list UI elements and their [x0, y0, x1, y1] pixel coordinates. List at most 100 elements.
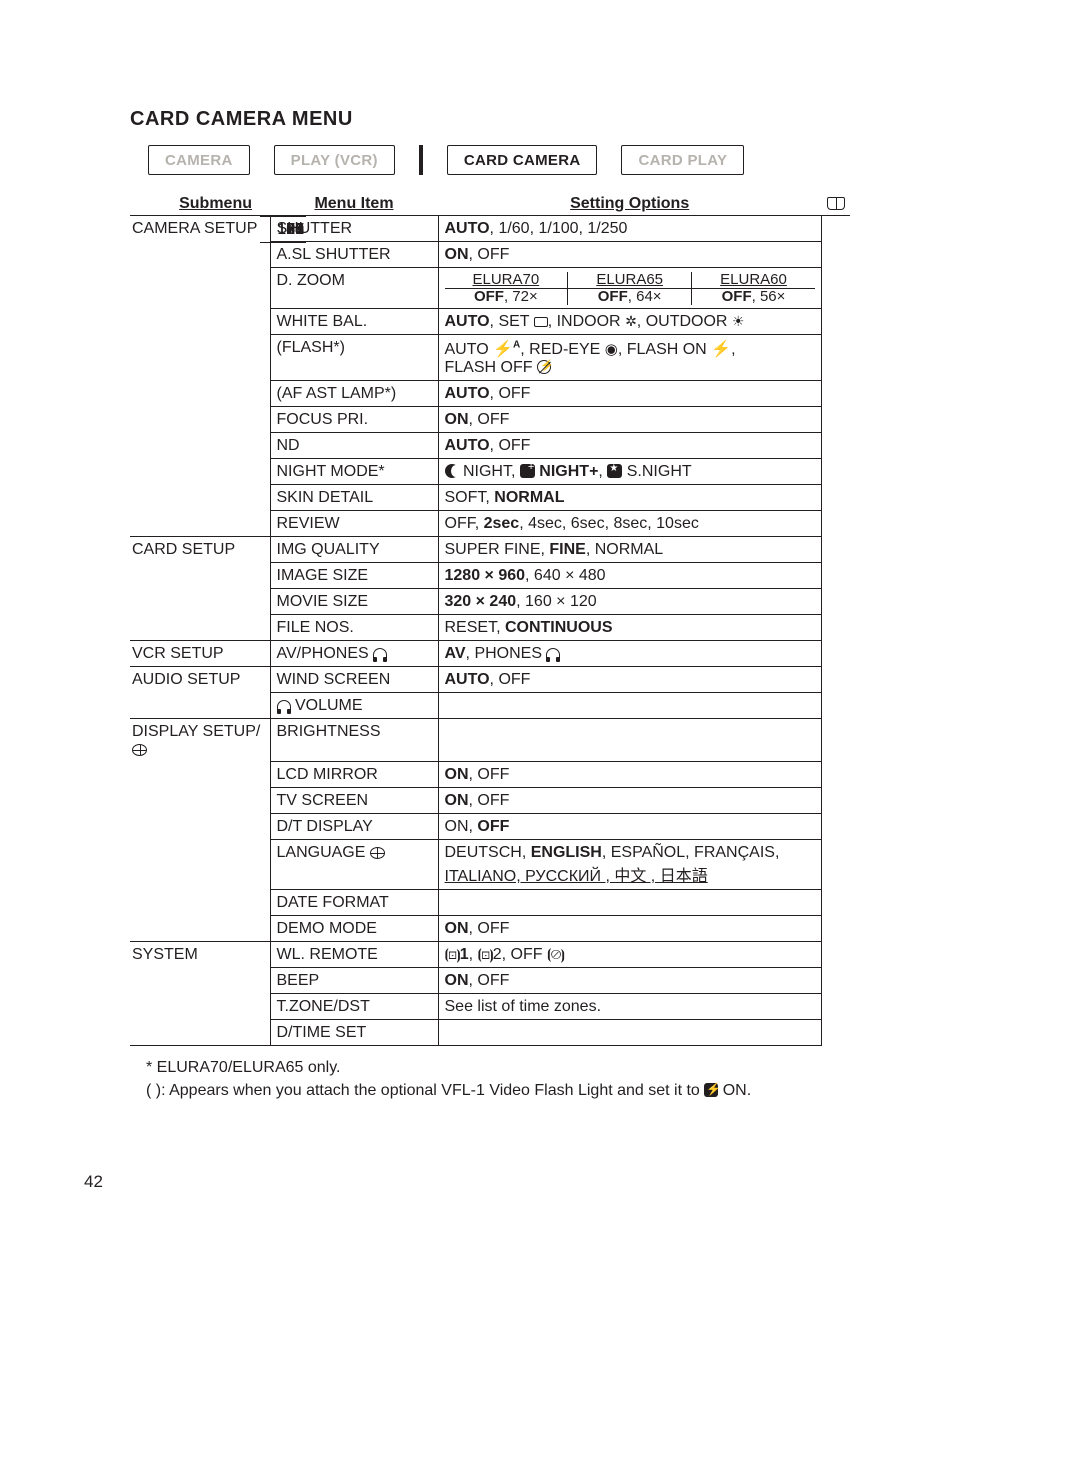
- col-submenu: Submenu: [130, 193, 270, 216]
- tab-card-camera: CARD CAMERA: [447, 145, 598, 175]
- menu-item-cell: MOVIE SIZE: [270, 588, 438, 614]
- table-row: DATE FORMAT76: [130, 890, 850, 916]
- submenu-cell: [130, 510, 270, 536]
- options-cell: ⦗⊡⦘1, ⦗⊡⦘2, OFF ⦗⊘⦘: [438, 942, 821, 968]
- menu-item-cell: BEEP: [270, 968, 438, 994]
- menu-item-cell: WL. REMOTE: [270, 942, 438, 968]
- zoom-model: ELURA70: [445, 272, 568, 288]
- table-row: WHITE BAL.AUTO, SET , INDOOR ✲, OUTDOOR …: [130, 308, 850, 334]
- headphones-icon: [373, 648, 387, 659]
- remote-icon: ⦗⊡⦘: [445, 946, 460, 963]
- table-row: FILE NOS.RESET, CONTINUOUS95: [130, 614, 850, 640]
- submenu-cell: VCR SETUP: [130, 640, 270, 666]
- submenu-cell: [130, 458, 270, 484]
- menu-item-cell: LANGUAGE: [270, 840, 438, 890]
- options-cell: AUTO, OFF: [438, 666, 821, 692]
- options-cell: ELURA70ELURA65ELURA60OFF, 72×OFF, 64×OFF…: [438, 268, 821, 309]
- options-cell: ON, OFF: [438, 968, 821, 994]
- table-row: NDAUTO, OFF97: [130, 432, 850, 458]
- submenu-cell: DISPLAY SETUP/: [130, 718, 270, 762]
- menu-item-cell: A.SL SHUTTER: [270, 242, 438, 268]
- table-row: DISPLAY SETUP/BRIGHTNESS26: [130, 718, 850, 762]
- submenu-cell: [130, 968, 270, 994]
- options-cell: AV, PHONES: [438, 640, 821, 666]
- submenu-cell: [130, 242, 270, 268]
- table-row: A.SL SHUTTERON, OFF57: [130, 242, 850, 268]
- flash-auto-icon: ⚡A: [493, 341, 520, 358]
- submenu-cell: [130, 692, 270, 718]
- submenu-cell: [130, 994, 270, 1020]
- language-icon: [370, 847, 385, 859]
- book-icon: [827, 197, 845, 210]
- menu-item-cell: SKIN DETAIL: [270, 484, 438, 510]
- menu-item-cell: (FLASH*): [270, 334, 438, 380]
- menu-item-cell: WIND SCREEN: [270, 666, 438, 692]
- menu-item-cell: D. ZOOM: [270, 268, 438, 309]
- options-cell: AUTO ⚡A, RED-EYE ◉, FLASH ON ⚡,FLASH OFF…: [438, 334, 821, 380]
- submenu-cell: [130, 484, 270, 510]
- page-ref-cell: 21: [260, 216, 306, 243]
- tab-play-vcr: PLAY (VCR): [274, 145, 395, 175]
- table-row: CARD SETUPIMG QUALITYSUPER FINE, FINE, N…: [130, 536, 850, 562]
- night-icon: [445, 464, 459, 478]
- footnote-paren: ( ): Appears when you attach the optiona…: [146, 1079, 850, 1102]
- options-cell: RESET, CONTINUOUS: [438, 614, 821, 640]
- options-cell: SUPER FINE, FINE, NORMAL: [438, 536, 821, 562]
- menu-item-cell: BRIGHTNESS: [270, 718, 438, 762]
- flash-off-icon: ⚡: [537, 360, 551, 374]
- table-row: LCD MIRRORON, OFF25: [130, 762, 850, 788]
- table-row: D/T DISPLAYON, OFF23: [130, 814, 850, 840]
- submenu-cell: [130, 406, 270, 432]
- options-cell: [438, 890, 821, 916]
- submenu-cell: [130, 1020, 270, 1046]
- submenu-cell: AUDIO SETUP: [130, 666, 270, 692]
- footnote-paren-prefix: ( ): Appears when you attach the optiona…: [146, 1082, 704, 1099]
- menu-item-cell: DEMO MODE: [270, 916, 438, 942]
- submenu-cell: [130, 380, 270, 406]
- remote-icon: ⦗⊡⦘: [478, 946, 493, 963]
- options-cell: ON, OFF: [438, 242, 821, 268]
- options-cell: AUTO, 1/60, 1/100, 1/250: [438, 216, 821, 242]
- table-row: SYSTEMWL. REMOTE⦗⊡⦘1, ⦗⊡⦘2, OFF ⦗⊘⦘77: [130, 942, 850, 968]
- table-row: AUDIO SETUPWIND SCREENAUTO, OFF60: [130, 666, 850, 692]
- menu-item-cell: FOCUS PRI.: [270, 406, 438, 432]
- submenu-cell: [130, 614, 270, 640]
- indoor-icon: ✲: [625, 313, 637, 329]
- table-row: (FLASH*)AUTO ⚡A, RED-EYE ◉, FLASH ON ⚡,F…: [130, 334, 850, 380]
- night-plus-icon: [520, 464, 535, 478]
- table-row: REVIEWOFF, 2sec, 4sec, 6sec, 8sec, 10sec…: [130, 510, 850, 536]
- zoom-value: OFF, 64×: [568, 288, 692, 304]
- submenu-cell: [130, 432, 270, 458]
- options-cell: [438, 1020, 821, 1046]
- submenu-cell: [130, 840, 270, 890]
- table-row: LANGUAGE DEUTSCH, ENGLISH, ESPAÑOL, FRAN…: [130, 840, 850, 890]
- page-title: CARD CAMERA MENU: [130, 108, 850, 131]
- table-row: (AF AST LAMP*)AUTO, OFF81: [130, 380, 850, 406]
- col-menu-item: Menu Item: [270, 193, 438, 216]
- table-row: VCR SETUPAV/PHONES AV, PHONES 61: [130, 640, 850, 666]
- options-cell: [438, 692, 821, 718]
- tab-camera: CAMERA: [148, 145, 250, 175]
- options-cell: AUTO, OFF: [438, 432, 821, 458]
- submenu-cell: [130, 814, 270, 840]
- zoom-value: OFF, 56×: [692, 288, 815, 304]
- submenu-cell: [130, 334, 270, 380]
- options-cell: ON, OFF: [438, 762, 821, 788]
- menu-item-cell: (AF AST LAMP*): [270, 380, 438, 406]
- options-cell: OFF, 2sec, 4sec, 6sec, 8sec, 10sec: [438, 510, 821, 536]
- table-row: D/TIME SET21: [130, 1020, 850, 1046]
- tab-divider: [419, 145, 423, 175]
- table-row: TV SCREENON, OFF136: [130, 788, 850, 814]
- language-icon: [132, 744, 147, 756]
- super-night-icon: [607, 464, 622, 478]
- submenu-cell: [130, 890, 270, 916]
- headphones-icon: [546, 648, 560, 659]
- options-cell: ON, OFF: [438, 406, 821, 432]
- table-row: IMAGE SIZE1280 × 960, 640 × 48093: [130, 562, 850, 588]
- menu-item-cell: ND: [270, 432, 438, 458]
- submenu-cell: [130, 762, 270, 788]
- zoom-subtable: ELURA70ELURA65ELURA60OFF, 72×OFF, 64×OFF…: [445, 272, 815, 305]
- options-cell: ON, OFF: [438, 814, 821, 840]
- options-cell: ON, OFF: [438, 788, 821, 814]
- options-cell: AUTO, OFF: [438, 380, 821, 406]
